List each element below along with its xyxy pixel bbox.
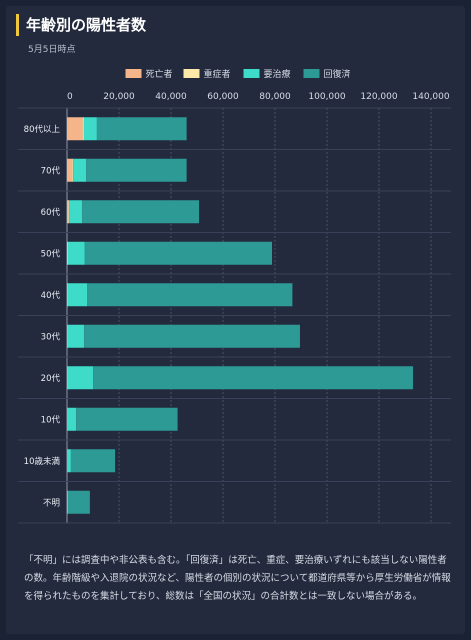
bar-segment	[96, 117, 187, 141]
legend-swatch	[183, 69, 200, 78]
legend-label: 重症者	[204, 68, 231, 80]
bar-segment	[73, 158, 87, 182]
bar-segment	[67, 283, 88, 307]
y-category-label: 50代	[41, 248, 61, 259]
x-tick-label: 120,000	[360, 92, 397, 102]
bar-segment	[67, 283, 68, 307]
x-tick-label: 100,000	[308, 92, 345, 102]
bar-segment	[67, 490, 69, 514]
bar-segment	[68, 200, 70, 224]
y-category-label: 70代	[41, 165, 61, 176]
y-category-label: 80代以上	[24, 124, 61, 135]
legend-label: 死亡者	[146, 68, 173, 80]
x-tick-label: 80,000	[259, 92, 291, 102]
y-category-label: 不明	[43, 498, 60, 508]
x-tick-label: 60,000	[207, 92, 239, 102]
bar-segment	[69, 200, 83, 224]
y-category-label: 10歳未満	[24, 456, 61, 467]
bar-segment	[67, 283, 68, 307]
y-category-label: 30代	[41, 331, 61, 342]
legend-label: 回復済	[324, 68, 351, 80]
title-accent-bar	[16, 14, 19, 36]
x-tick-label: 40,000	[155, 92, 187, 102]
bar-segment	[67, 117, 83, 141]
legend-swatch	[243, 69, 260, 78]
bar-segment	[72, 158, 74, 182]
bar-segment	[84, 241, 273, 265]
footnote: 「不明」には調査中や非公表も含む。「回復済」は死亡、重症、要治療いずれにも該当し…	[24, 555, 451, 602]
bar-segment	[67, 407, 77, 431]
legend-swatch	[125, 69, 142, 78]
bar-segment	[68, 490, 90, 514]
bar-segment	[67, 200, 69, 224]
bar-segment	[76, 407, 178, 431]
bar-segment	[84, 324, 300, 348]
bar-segment	[67, 366, 94, 390]
x-tick-label: 0	[67, 92, 73, 102]
x-tick-label: 140,000	[412, 92, 449, 102]
chart-card: 年齢別の陽性者数 5月5日時点 死亡者 重症者 要治療 回復済 0 20,000 40,00…	[6, 6, 465, 634]
bar-segment	[67, 449, 71, 473]
y-category-label: 20代	[41, 373, 61, 384]
y-category-label: 60代	[41, 207, 61, 218]
y-category-label: 10代	[41, 414, 61, 425]
chart-subtitle: 5月5日時点	[28, 45, 76, 55]
bar-segment	[87, 283, 293, 307]
bar-segment	[93, 366, 414, 390]
legend-swatch	[303, 69, 320, 78]
bar-segment	[67, 158, 73, 182]
bar-segment	[82, 117, 84, 141]
bar-segment	[86, 158, 187, 182]
bar-segment	[70, 449, 116, 473]
bar-segment	[67, 241, 85, 265]
x-tick-label: 20,000	[103, 92, 135, 102]
bar-segment	[67, 324, 85, 348]
y-category-label: 40代	[41, 290, 61, 301]
stacked-bar-chart: 死亡者 重症者 要治療 回復済 0 20,000 40,000 60,000 80,000 100…	[18, 68, 451, 524]
bar-segment	[83, 117, 97, 141]
chart-title: 年齢別の陽性者数	[26, 16, 147, 34]
legend-label: 要治療	[264, 68, 291, 80]
bar-segment	[67, 241, 68, 265]
bar-segment	[82, 200, 200, 224]
bar-segment	[67, 241, 69, 265]
